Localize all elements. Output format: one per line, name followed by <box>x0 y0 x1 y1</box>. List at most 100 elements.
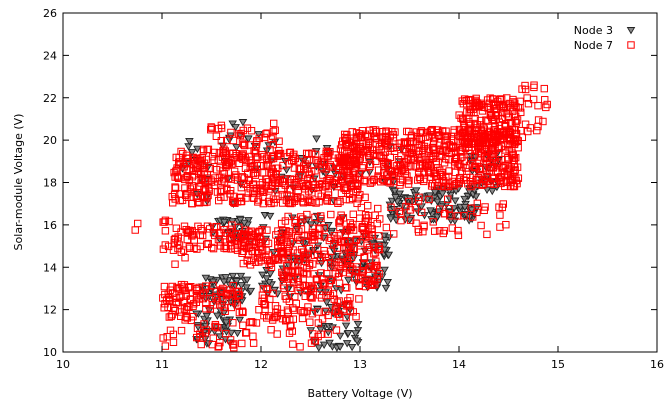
data-point <box>279 281 288 290</box>
data-point <box>235 316 244 325</box>
data-point <box>198 226 206 235</box>
data-point <box>360 230 368 238</box>
data-point <box>181 191 190 199</box>
data-point <box>427 127 436 135</box>
data-point <box>289 275 297 284</box>
data-point <box>283 261 291 270</box>
data-point <box>167 312 175 321</box>
data-point <box>339 305 347 314</box>
data-point <box>241 154 249 162</box>
data-point <box>467 182 475 191</box>
data-point <box>358 164 366 172</box>
data-point <box>189 183 198 192</box>
y-tick-label: 18 <box>43 177 57 190</box>
data-point <box>234 287 243 295</box>
data-point <box>217 287 225 295</box>
data-point <box>242 156 250 164</box>
data-point <box>452 154 460 163</box>
data-point <box>333 298 342 306</box>
data-point <box>335 279 344 287</box>
data-point <box>487 187 497 196</box>
data-point <box>445 148 453 156</box>
data-point <box>345 300 354 309</box>
data-point <box>202 155 210 164</box>
data-point <box>272 309 280 317</box>
data-point <box>233 329 242 338</box>
data-point <box>227 245 235 253</box>
data-point <box>450 197 460 205</box>
data-point <box>202 326 211 334</box>
data-point <box>326 175 334 183</box>
data-point <box>502 220 510 229</box>
data-point <box>169 246 178 254</box>
data-point <box>323 197 331 205</box>
data-point <box>514 143 522 152</box>
data-point <box>395 139 404 148</box>
data-point <box>267 259 275 267</box>
data-point <box>192 159 200 168</box>
data-point <box>330 232 339 240</box>
data-point <box>247 156 255 164</box>
data-point <box>372 257 380 265</box>
data-point <box>248 247 256 255</box>
data-point <box>226 234 235 243</box>
data-point <box>275 237 284 245</box>
data-point <box>516 97 524 106</box>
data-point <box>495 131 503 139</box>
data-point <box>352 129 361 137</box>
data-point <box>313 156 321 164</box>
data-point <box>397 216 405 225</box>
data-point <box>180 222 189 230</box>
data-point <box>541 96 549 104</box>
data-point <box>316 256 324 265</box>
data-point <box>249 339 258 347</box>
data-point <box>390 230 398 238</box>
x-tick-label: 11 <box>155 358 169 371</box>
data-point <box>289 304 297 312</box>
data-point <box>433 198 442 206</box>
data-point <box>335 343 345 351</box>
data-point <box>258 169 267 177</box>
data-point <box>450 182 458 190</box>
data-point <box>344 277 353 285</box>
data-point <box>171 184 180 192</box>
data-point <box>336 197 344 206</box>
data-point <box>433 182 441 190</box>
data-point <box>425 195 433 204</box>
data-point <box>426 207 435 215</box>
data-point <box>455 111 463 119</box>
data-point <box>193 145 202 154</box>
data-point <box>206 164 214 173</box>
data-point <box>250 194 258 202</box>
data-point <box>404 176 412 185</box>
data-point <box>411 187 421 195</box>
data-point <box>330 261 339 269</box>
data-point <box>193 323 203 332</box>
data-point <box>201 274 211 283</box>
data-point <box>185 244 194 252</box>
data-point <box>337 179 345 187</box>
data-point <box>429 218 437 226</box>
data-point <box>173 237 182 245</box>
data-point <box>214 343 222 351</box>
data-point <box>328 324 337 332</box>
data-point <box>202 305 210 313</box>
data-point <box>308 189 316 197</box>
data-point <box>456 131 465 139</box>
data-point <box>228 120 237 128</box>
data-point <box>332 302 340 311</box>
data-point <box>221 319 231 327</box>
data-point <box>473 208 481 217</box>
data-point <box>524 127 532 136</box>
data-point <box>168 192 176 201</box>
data-point <box>454 231 463 239</box>
data-point <box>267 135 275 143</box>
data-point <box>384 161 393 169</box>
data-point <box>249 181 257 189</box>
data-point <box>441 137 449 145</box>
data-point <box>335 164 343 173</box>
data-point <box>290 164 299 172</box>
data-point <box>391 194 400 202</box>
data-point <box>200 186 208 194</box>
data-point <box>266 270 275 278</box>
